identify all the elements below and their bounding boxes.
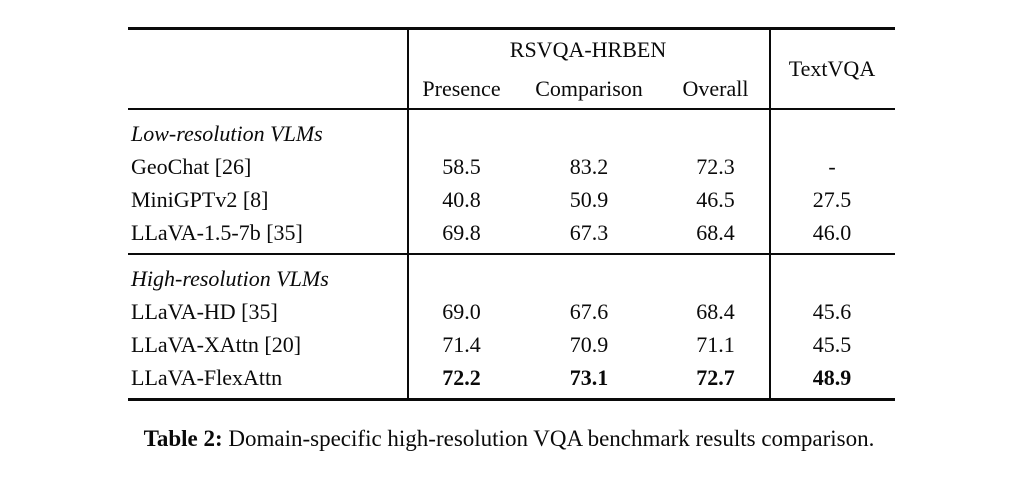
- presence-column: 58.5 40.8 69.8: [407, 117, 516, 249]
- overall-column: 68.4 71.1 72.7: [662, 262, 769, 394]
- table-caption: Table 2: Domain-specific high-resolution…: [0, 426, 1018, 452]
- row-label: MiniGPTv2 [8]: [131, 187, 269, 212]
- header-col-textvqa: TextVQA: [788, 56, 876, 81]
- row-label: LLaVA-1.5-7b [35]: [131, 220, 303, 245]
- row-label: LLaVA-FlexAttn: [131, 365, 283, 390]
- value-cell: 45.5: [812, 332, 852, 357]
- header-col-presence: Presence: [422, 76, 501, 101]
- textvqa-column: 45.6 45.5 48.9: [769, 262, 895, 394]
- value-cell: 69.8: [442, 220, 481, 245]
- empty-cell: [516, 117, 662, 150]
- label-column: High-resolution VLMs LLaVA-HD [35] LLaVA…: [128, 262, 407, 394]
- value-cell: 40.8: [442, 187, 481, 212]
- value-cell: 71.1: [696, 332, 735, 357]
- comparison-column: 67.6 70.9 73.1: [516, 262, 662, 394]
- value-cell-best: 73.1: [569, 365, 609, 390]
- section-title: Low-resolution VLMs: [131, 121, 323, 146]
- value-cell: 70.9: [569, 332, 609, 357]
- empty-cell: [407, 262, 516, 295]
- overall-column: 72.3 46.5 68.4: [662, 117, 769, 249]
- value-cell: 58.5: [442, 154, 481, 179]
- value-cell: 50.9: [569, 187, 609, 212]
- value-cell: 83.2: [569, 154, 609, 179]
- table-header: RSVQA-HRBEN Presence Comparison Overall …: [128, 30, 895, 110]
- results-table: RSVQA-HRBEN Presence Comparison Overall …: [128, 27, 895, 401]
- value-cell: 46.0: [812, 220, 852, 245]
- column-separator-right: [769, 30, 771, 398]
- value-cell: 46.5: [696, 187, 735, 212]
- header-col-overall: Overall: [682, 76, 749, 101]
- value-cell: 69.0: [442, 299, 481, 324]
- header-empty-cell: [128, 30, 407, 108]
- value-cell-best: 72.2: [442, 365, 481, 390]
- empty-cell: [407, 117, 516, 150]
- value-cell-best: 72.7: [696, 365, 735, 390]
- empty-cell: [662, 117, 769, 150]
- empty-cell: [769, 262, 895, 295]
- value-cell: 68.4: [696, 220, 735, 245]
- row-label: LLaVA-XAttn [20]: [131, 332, 302, 357]
- section-title: High-resolution VLMs: [131, 266, 329, 291]
- value-cell: 68.4: [696, 299, 735, 324]
- value-cell-best: 48.9: [812, 365, 852, 390]
- value-cell: 45.6: [812, 299, 852, 324]
- label-column: Low-resolution VLMs GeoChat [26] MiniGPT…: [128, 117, 407, 249]
- row-label: GeoChat [26]: [131, 154, 252, 179]
- value-cell: 71.4: [442, 332, 481, 357]
- value-cell: 72.3: [696, 154, 735, 179]
- header-group: RSVQA-HRBEN Presence Comparison Overall: [407, 30, 769, 108]
- empty-cell: [769, 117, 895, 150]
- header-col-comparison: Comparison: [535, 76, 643, 101]
- row-label: LLaVA-HD [35]: [131, 299, 278, 324]
- section-low-resolution: Low-resolution VLMs GeoChat [26] MiniGPT…: [128, 110, 895, 255]
- comparison-column: 83.2 50.9 67.3: [516, 117, 662, 249]
- caption-text: Domain-specific high-resolution VQA benc…: [228, 426, 875, 451]
- value-cell: 67.3: [569, 220, 609, 245]
- header-group-title: RSVQA-HRBEN: [509, 37, 667, 62]
- empty-cell: [662, 262, 769, 295]
- caption-label: Table 2:: [143, 426, 223, 451]
- empty-cell: [516, 262, 662, 295]
- value-cell: 67.6: [569, 299, 609, 324]
- presence-column: 69.0 71.4 72.2: [407, 262, 516, 394]
- column-separator-left: [407, 30, 409, 398]
- textvqa-column: - 27.5 46.0: [769, 117, 895, 249]
- section-high-resolution: High-resolution VLMs LLaVA-HD [35] LLaVA…: [128, 255, 895, 398]
- header-subcolumns: Presence Comparison Overall: [407, 70, 769, 108]
- value-cell: 27.5: [812, 187, 852, 212]
- value-cell: -: [828, 154, 836, 179]
